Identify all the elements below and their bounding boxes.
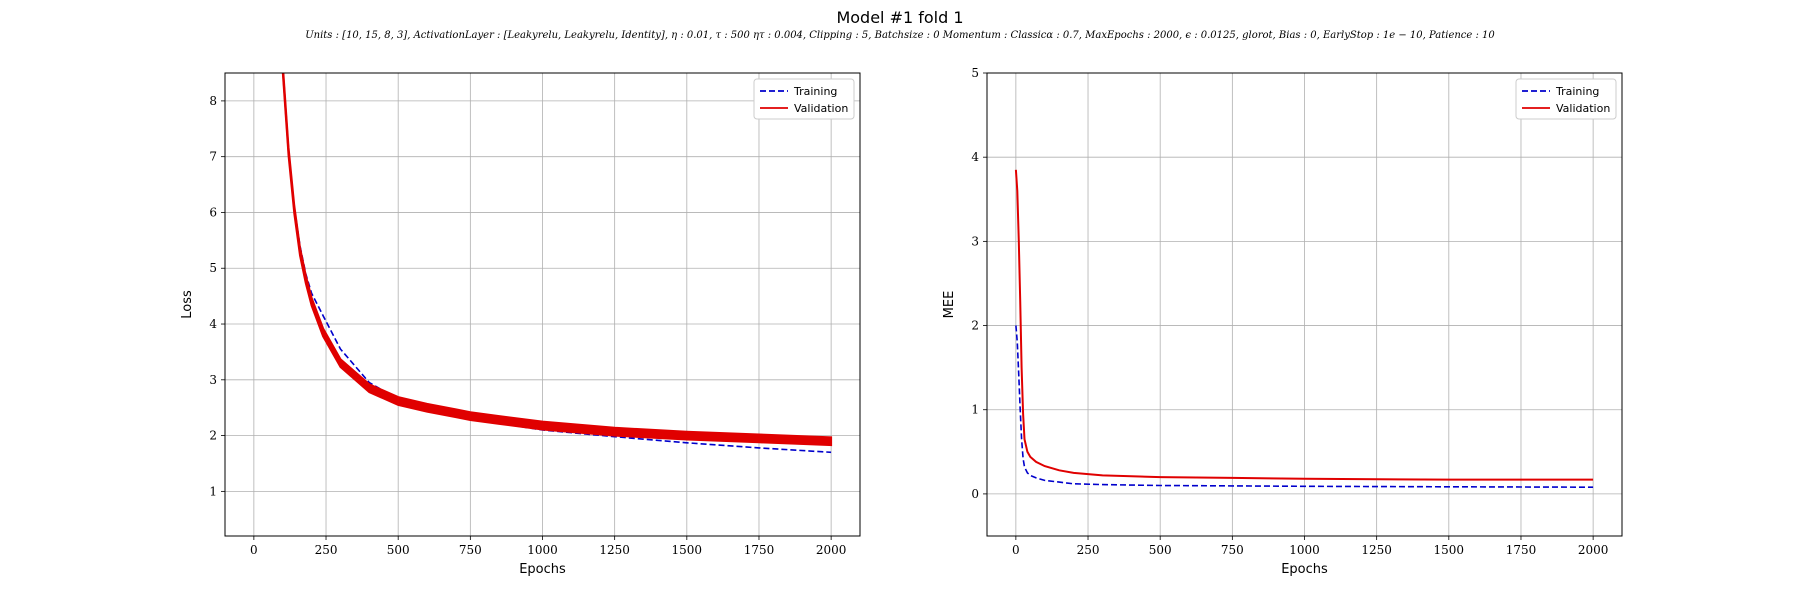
loss-ylabel: Loss — [180, 290, 195, 319]
mee-legend-label-validation: Validation — [1556, 102, 1610, 115]
loss-xtick-label: 1750 — [744, 543, 775, 557]
loss-xtick-label: 1500 — [672, 543, 703, 557]
loss-ytick-label: 6 — [209, 205, 217, 219]
loss-legend — [753, 78, 855, 120]
figure-subtitle: Units : [10, 15, 8, 3], ActivationLayer … — [305, 30, 1495, 41]
mee-xtick-label: 1000 — [1289, 543, 1320, 557]
loss-ytick-label: 1 — [209, 484, 217, 498]
mee-xtick-label: 1500 — [1434, 543, 1465, 557]
loss-xtick-label: 250 — [315, 543, 338, 557]
loss-xtick-label: 2000 — [816, 543, 847, 557]
mee-xtick-label: 250 — [1077, 543, 1100, 557]
mee-xtick-label: 500 — [1149, 543, 1172, 557]
loss-plot-frame — [224, 72, 861, 537]
mee-series-training — [1015, 325, 1594, 489]
mee-xtick-label: 750 — [1221, 543, 1244, 557]
mee-legend-label-training: Training — [1555, 85, 1599, 98]
mee-legend — [1515, 78, 1617, 120]
mee-xtick-label: 1250 — [1361, 543, 1392, 557]
loss-series-training — [282, 73, 832, 454]
mee-ytick-label: 1 — [971, 403, 979, 417]
loss-xtick-label: 1250 — [599, 543, 630, 557]
mee-ytick-label: 0 — [971, 487, 979, 501]
loss-ytick-label: 7 — [209, 150, 217, 164]
mee-xlabel: Epochs — [1281, 562, 1328, 577]
loss-legend-label-training: Training — [793, 85, 837, 98]
loss-xtick-label: 1000 — [527, 543, 558, 557]
mee-series-validation — [1014, 169, 1594, 481]
loss-series-validation — [282, 73, 832, 443]
mee-ytick-label: 5 — [971, 66, 979, 80]
loss-xlabel: Epochs — [519, 562, 566, 577]
loss-series-validation-band — [281, 73, 833, 447]
loss-ytick-label: 3 — [209, 373, 217, 387]
mee-xtick-label: 2000 — [1578, 543, 1609, 557]
mee-ytick-label: 2 — [971, 319, 979, 333]
mee-ytick-label: 4 — [971, 150, 979, 164]
loss-xtick-label: 750 — [459, 543, 482, 557]
figure-title: Model #1 fold 1 — [836, 8, 964, 27]
loss-xtick-label: 0 — [250, 543, 258, 557]
mee-plot-frame — [986, 72, 1623, 537]
mee-xtick-label: 1750 — [1506, 543, 1537, 557]
mee-xtick-label: 0 — [1012, 543, 1020, 557]
loss-ytick-label: 5 — [209, 261, 217, 275]
mee-ytick-label: 3 — [971, 234, 979, 248]
loss-ytick-label: 4 — [209, 317, 217, 331]
mee-ylabel: MEE — [942, 291, 957, 319]
loss-legend-label-validation: Validation — [794, 102, 848, 115]
loss-ytick-label: 8 — [209, 94, 217, 108]
loss-ytick-label: 2 — [209, 429, 217, 443]
loss-xtick-label: 500 — [387, 543, 410, 557]
